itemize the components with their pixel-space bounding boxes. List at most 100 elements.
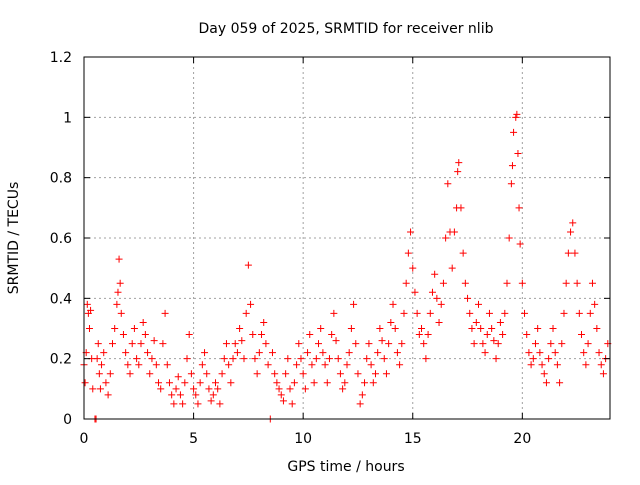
- data-point: [599, 370, 607, 378]
- data-point: [299, 370, 307, 378]
- data-point: [328, 331, 336, 339]
- data-point: [159, 340, 167, 348]
- data-point: [264, 361, 272, 369]
- data-point: [534, 325, 542, 332]
- data-point: [545, 355, 553, 363]
- data-point: [515, 204, 523, 212]
- data-point: [562, 279, 570, 287]
- data-point: [310, 379, 318, 387]
- data-point: [475, 300, 482, 308]
- data-point: [85, 325, 93, 332]
- data-point: [512, 113, 520, 121]
- data-point: [336, 370, 344, 378]
- data-point: [350, 300, 358, 308]
- data-point: [240, 355, 248, 363]
- data-point: [442, 234, 450, 242]
- data-point: [413, 309, 421, 317]
- data-point: [258, 331, 266, 339]
- data-point: [231, 340, 239, 348]
- data-point: [591, 300, 599, 308]
- data-point: [284, 355, 292, 363]
- data-point: [152, 361, 160, 369]
- data-point: [527, 361, 535, 369]
- data-point: [286, 385, 294, 393]
- data-point: [466, 309, 474, 317]
- data-point: [102, 379, 110, 387]
- data-point: [513, 110, 521, 118]
- data-point: [499, 331, 507, 339]
- data-point: [422, 355, 430, 363]
- data-point: [183, 355, 191, 363]
- data-point: [472, 318, 480, 326]
- data-point: [376, 325, 384, 332]
- data-point: [165, 379, 173, 387]
- data-point: [279, 397, 287, 405]
- data-point: [218, 370, 226, 378]
- data-point: [220, 355, 228, 363]
- data-point: [470, 340, 478, 348]
- data-point: [315, 340, 323, 348]
- x-tick-label: 10: [294, 431, 312, 447]
- data-point: [411, 288, 419, 296]
- data-point: [514, 150, 522, 158]
- data-point: [332, 337, 340, 345]
- data-point: [556, 379, 564, 387]
- data-point: [133, 355, 141, 363]
- data-point: [176, 391, 184, 399]
- data-point: [426, 309, 434, 317]
- data-point: [323, 379, 331, 387]
- data-point: [396, 361, 404, 369]
- data-point: [485, 309, 493, 317]
- data-point: [130, 325, 138, 332]
- y-tick-label: 1: [63, 110, 72, 126]
- data-point: [448, 264, 456, 272]
- data-point: [207, 397, 215, 405]
- data-point: [95, 370, 103, 378]
- data-point: [100, 349, 108, 357]
- data-point: [244, 261, 252, 269]
- data-point: [356, 400, 364, 408]
- data-point: [496, 318, 504, 326]
- data-point: [508, 162, 516, 170]
- data-point: [203, 370, 211, 378]
- data-point: [242, 309, 250, 317]
- data-point: [551, 349, 559, 357]
- data-point: [108, 340, 116, 348]
- data-point: [578, 331, 586, 339]
- x-tick-label: 0: [80, 431, 89, 447]
- data-point: [181, 379, 189, 387]
- data-point: [454, 168, 462, 176]
- data-point: [560, 309, 568, 317]
- data-point: [214, 385, 222, 393]
- data-point: [505, 234, 513, 242]
- data-point: [144, 349, 152, 357]
- data-point: [588, 279, 596, 287]
- data-point: [205, 385, 213, 393]
- data-point: [196, 379, 204, 387]
- data-point: [137, 340, 145, 348]
- data-point: [312, 355, 320, 363]
- data-point: [255, 349, 263, 357]
- data-point: [117, 309, 125, 317]
- data-point: [119, 331, 127, 339]
- data-point: [128, 340, 136, 348]
- data-point: [549, 325, 557, 332]
- data-point: [163, 361, 171, 369]
- data-point: [233, 349, 241, 357]
- data-point: [358, 391, 366, 399]
- data-point: [273, 379, 281, 387]
- data-point: [501, 309, 509, 317]
- y-axis-label: SRMTID / TECUs: [6, 182, 22, 295]
- chart-title: Day 059 of 2025, SRMTID for receiver nli…: [199, 21, 494, 37]
- data-point: [569, 219, 577, 227]
- data-point: [437, 300, 445, 308]
- data-point: [290, 379, 298, 387]
- data-point: [424, 331, 432, 339]
- data-point: [461, 279, 469, 287]
- data-point: [89, 385, 97, 393]
- data-point: [586, 309, 594, 317]
- data-point: [168, 391, 176, 399]
- data-point: [343, 361, 351, 369]
- data-point: [457, 204, 465, 212]
